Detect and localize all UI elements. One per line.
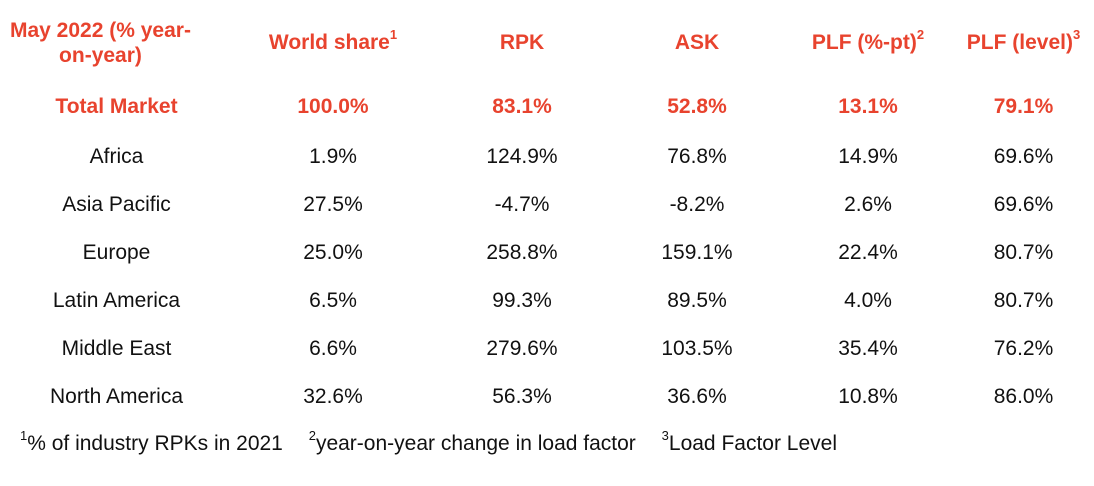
table-cell: Total Market	[55, 95, 178, 118]
table-row: Latin America 6.5% 99.3% 89.5% 4.0% 80.7…	[0, 277, 1094, 325]
table-cell: Europe	[82, 241, 151, 264]
table-cell: 35.4%	[838, 337, 898, 360]
table-cell: 86.0%	[993, 385, 1054, 408]
table-cell: -4.7%	[494, 193, 550, 216]
table-cell: 103.5%	[661, 337, 733, 360]
table-cell: 6.5%	[309, 289, 357, 312]
table-cell: 36.6%	[667, 385, 727, 408]
table-cell: 13.1%	[838, 95, 898, 118]
header-region: May 2022 (% year-on-year)	[10, 18, 191, 67]
table-row: Europe 25.0% 258.8% 159.1% 22.4% 80.7%	[0, 229, 1094, 277]
table-cell: 76.2%	[993, 337, 1054, 360]
table-row: Middle East 6.6% 279.6% 103.5% 35.4% 76.…	[0, 325, 1094, 373]
table-cell: 14.9%	[838, 145, 898, 168]
footnote-3: 3Load Factor Level	[661, 428, 837, 455]
table-cell: 69.6%	[993, 145, 1054, 168]
footnotes: 1% of industry RPKs in 2021 2year-on-yea…	[20, 428, 857, 456]
table-cell: 80.7%	[993, 289, 1054, 312]
table-cell: 69.6%	[993, 193, 1054, 216]
table-cell: North America	[49, 385, 184, 408]
table-cell: 79.1%	[993, 95, 1054, 118]
table-cell: 1.9%	[309, 145, 357, 168]
header-world-share: World share1	[268, 27, 398, 54]
table-cell: 99.3%	[492, 289, 552, 312]
table-cell: 10.8%	[838, 385, 898, 408]
table-cell: 52.8%	[667, 95, 727, 118]
table-row: Asia Pacific 27.5% -4.7% -8.2% 2.6% 69.6…	[0, 181, 1094, 229]
table-cell: 32.6%	[303, 385, 363, 408]
table-cell: 124.9%	[486, 145, 558, 168]
header-plf-level: PLF (level)3	[966, 27, 1081, 54]
header-ask: ASK	[674, 31, 720, 54]
table-cell: 83.1%	[492, 95, 552, 118]
table-cell: 56.3%	[492, 385, 552, 408]
table-cell: 22.4%	[838, 241, 898, 264]
table-cell: 279.6%	[486, 337, 558, 360]
table-row: Africa 1.9% 124.9% 76.8% 14.9% 69.6%	[0, 133, 1094, 181]
table-cell: Asia Pacific	[62, 193, 171, 216]
table-cell: -8.2%	[669, 193, 725, 216]
table-cell: 4.0%	[844, 289, 892, 312]
header-rpk: RPK	[499, 31, 545, 54]
table-cell: 89.5%	[667, 289, 727, 312]
table-cell: 6.6%	[309, 337, 357, 360]
table-cell: Latin America	[52, 289, 181, 312]
table-cell: 27.5%	[303, 193, 363, 216]
table-row: North America 32.6% 56.3% 36.6% 10.8% 86…	[0, 373, 1094, 421]
table-cell: Africa	[89, 145, 144, 168]
table-cell: 159.1%	[661, 241, 733, 264]
table-cell: 25.0%	[303, 241, 363, 264]
table-cell: 100.0%	[297, 95, 369, 118]
table-cell: 76.8%	[667, 145, 727, 168]
traffic-table: May 2022 (% year-on-year) World share1 R…	[0, 4, 1094, 421]
table-cell: 2.6%	[844, 193, 892, 216]
table-cell: 80.7%	[993, 241, 1054, 264]
footnote-2: 2year-on-year change in load factor	[308, 428, 636, 455]
header-plf-pt: PLF (%-pt)2	[811, 27, 925, 54]
footnote-1: 1% of industry RPKs in 2021	[20, 428, 283, 455]
table-cell: 258.8%	[486, 241, 558, 264]
table-cell: Middle East	[61, 337, 172, 360]
header-row: May 2022 (% year-on-year) World share1 R…	[0, 4, 1094, 81]
total-row: Total Market 100.0% 83.1% 52.8% 13.1% 79…	[0, 81, 1094, 133]
